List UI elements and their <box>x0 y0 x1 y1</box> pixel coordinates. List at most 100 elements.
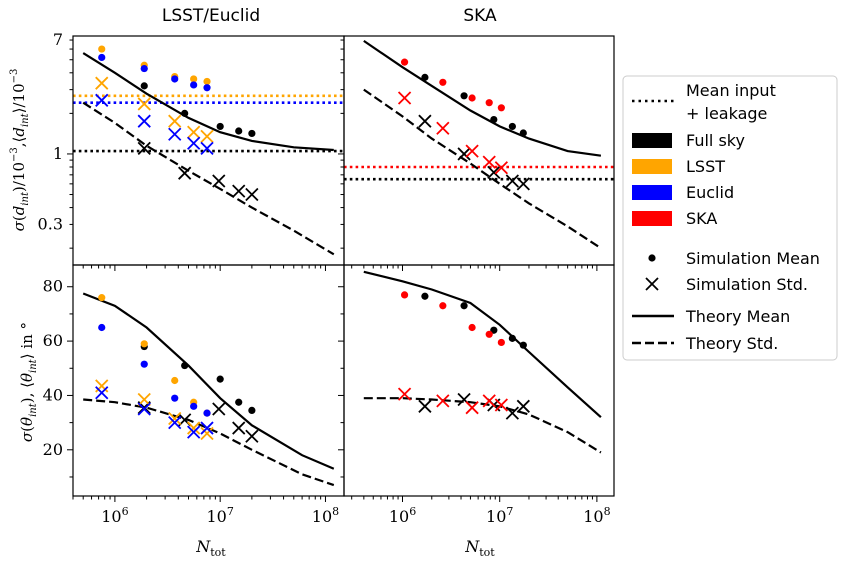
bottom-left-euclid-std-cross <box>168 415 182 430</box>
top-left-euclid-mean-point <box>140 64 148 73</box>
bottom-left-lsst-std-cross <box>168 411 182 426</box>
top-left-lsst-mean-point <box>98 45 106 53</box>
top-left-lsst-std-cross <box>168 114 182 128</box>
top-left-euclid-std-cross <box>200 141 214 156</box>
top-right-ska-mean-point <box>439 78 447 86</box>
top-right-ska-std-cross <box>494 161 508 175</box>
legend-label-euclid: Euclid <box>686 183 734 202</box>
top-left-euclid-mean-point <box>171 75 179 83</box>
top-left-theory-std-line <box>82 101 335 256</box>
top-left-euclid-mean-point <box>203 84 211 92</box>
legend-dot-icon <box>648 254 656 262</box>
legend-patch-lsst <box>632 159 672 174</box>
panel-bottom-left: 106 107 108 20 40 60 80 <box>43 264 345 526</box>
bottom-right-full-sky-mean-point <box>519 341 527 349</box>
top-left-full-sky-mean-point <box>181 109 189 117</box>
bottom-left-full-sky-mean-point <box>181 361 189 370</box>
top-right-theory-std-line <box>363 88 602 250</box>
svg-text:Ntot: Ntot <box>464 537 495 559</box>
bottom-left-theory-mean-line <box>82 292 335 470</box>
top-left-euclid-std-cross <box>187 136 201 150</box>
bottom-right-theory-mean-line <box>363 270 602 419</box>
bottom-left-lsst-mean-point <box>140 340 148 348</box>
top-right-ska-std-cross <box>436 121 450 135</box>
top-left-full-sky-std-cross <box>212 174 226 188</box>
bottom-left-lsst-std-cross <box>187 421 201 435</box>
top-right-ska-mean-point <box>468 94 476 102</box>
bottom-left-full-sky-mean-point <box>235 398 243 406</box>
top-left-full-sky-std-cross <box>137 141 151 156</box>
bottom-right-ska-std-cross <box>494 398 508 412</box>
bottom-right-frame <box>343 264 615 497</box>
bottom-left-full-sky-mean-point <box>248 406 256 414</box>
top-left-full-sky-mean-point <box>216 122 224 131</box>
legend-label-theory-mean: Theory Mean <box>685 307 790 326</box>
panel-top-right <box>338 35 615 271</box>
top-right-ska-mean-point <box>485 99 493 107</box>
top-right-full-sky-std-cross <box>487 165 501 180</box>
legend-patch-full-sky <box>632 133 672 148</box>
bottom-left-euclid-mean-point <box>171 394 179 402</box>
panel-top-left: 0.3 1 7 <box>38 30 345 271</box>
bottom-left-euclid-mean-point <box>203 409 211 417</box>
top-right-full-sky-std-cross <box>418 114 432 128</box>
top-left-theory-mean-line <box>82 52 334 152</box>
top-right-full-sky-std-cross <box>505 174 520 188</box>
bottom-right-full-sky-mean-point <box>460 302 468 310</box>
legend-label-ska: SKA <box>686 209 717 228</box>
bottom-right-ska-std-cross <box>397 387 412 401</box>
col-title-lsst-euclid: LSST/Euclid <box>162 6 260 26</box>
bottom-left-full-sky-mean-point <box>216 375 224 383</box>
bottom-left-theory-std-line <box>83 398 335 487</box>
bottom-left-xtick-label: 107 <box>206 505 233 526</box>
top-right-full-sky-mean-point <box>460 92 468 100</box>
bottom-right-ska-mean-point <box>468 323 476 332</box>
legend-cross-icon <box>645 277 659 291</box>
bottom-left-lsst-std-cross <box>200 426 214 441</box>
top-left-full-sky-std-cross <box>245 187 259 202</box>
top-left-ytick-label: 0.3 <box>38 214 63 233</box>
top-right-full-sky-std-cross <box>516 177 530 191</box>
bottom-left-euclid-mean-point <box>190 402 198 410</box>
top-left-ytick-label: 7 <box>53 30 63 49</box>
bottom-right-full-sky-mean-point <box>508 334 516 342</box>
top-left-lsst-mean-point <box>203 77 211 86</box>
legend-frame <box>622 75 838 361</box>
bottom-right-full-sky-std-cross <box>418 399 432 413</box>
top-left-lsst-std-cross <box>187 125 201 139</box>
bottom-left-frame <box>72 264 345 497</box>
col-title-ska: SKA <box>463 6 497 26</box>
ylabel-top: σ(dint)/10−3,⟨dint⟩/10−3 <box>9 69 31 232</box>
bottom-right-ska-std-cross <box>436 394 450 408</box>
bottom-right-ska-mean-point <box>400 291 409 299</box>
bottom-left-euclid-std-cross <box>200 421 214 435</box>
bottom-right-full-sky-mean-point <box>490 326 498 334</box>
bottom-right-xtick-label: 108 <box>583 505 610 526</box>
legend-label-lsst: LSST <box>686 157 725 176</box>
bottom-left-plot-area <box>82 292 335 487</box>
bottom-right-theory-std-line <box>363 397 602 454</box>
bottom-right-ska-std-cross <box>482 394 496 408</box>
legend-label-full-sky: Full sky <box>686 131 745 150</box>
xlabel-left: Ntot <box>195 537 226 559</box>
top-right-ska-std-cross <box>482 155 496 169</box>
bottom-left-lsst-mean-point <box>98 294 106 302</box>
legend-label-theory-std: Theory Std. <box>685 334 778 353</box>
bottom-right-full-sky-std-cross <box>505 406 520 420</box>
bottom-left-euclid-mean-point <box>98 323 106 332</box>
top-right-ska-std-cross <box>397 91 412 105</box>
bottom-right-full-sky-mean-point <box>421 292 429 300</box>
bottom-right-ska-mean-point <box>439 302 447 310</box>
bottom-left-xtick-label: 108 <box>312 505 339 526</box>
top-right-theory-mean-line <box>363 39 602 157</box>
bottom-right-xtick-label: 107 <box>486 505 513 526</box>
legend-patch-ska <box>632 211 672 226</box>
svg-text:σ(dint)/10−3,⟨dint⟩/10−3: σ(dint)/10−3,⟨dint⟩/10−3 <box>9 69 31 232</box>
top-left-full-sky-std-cross <box>178 166 192 180</box>
top-right-plot-area <box>344 39 614 250</box>
top-left-lsst-std-cross <box>200 129 214 144</box>
xlabel-right: Ntot <box>464 537 495 559</box>
bottom-right-ska-mean-point <box>485 330 493 338</box>
top-right-full-sky-mean-point <box>490 115 498 124</box>
